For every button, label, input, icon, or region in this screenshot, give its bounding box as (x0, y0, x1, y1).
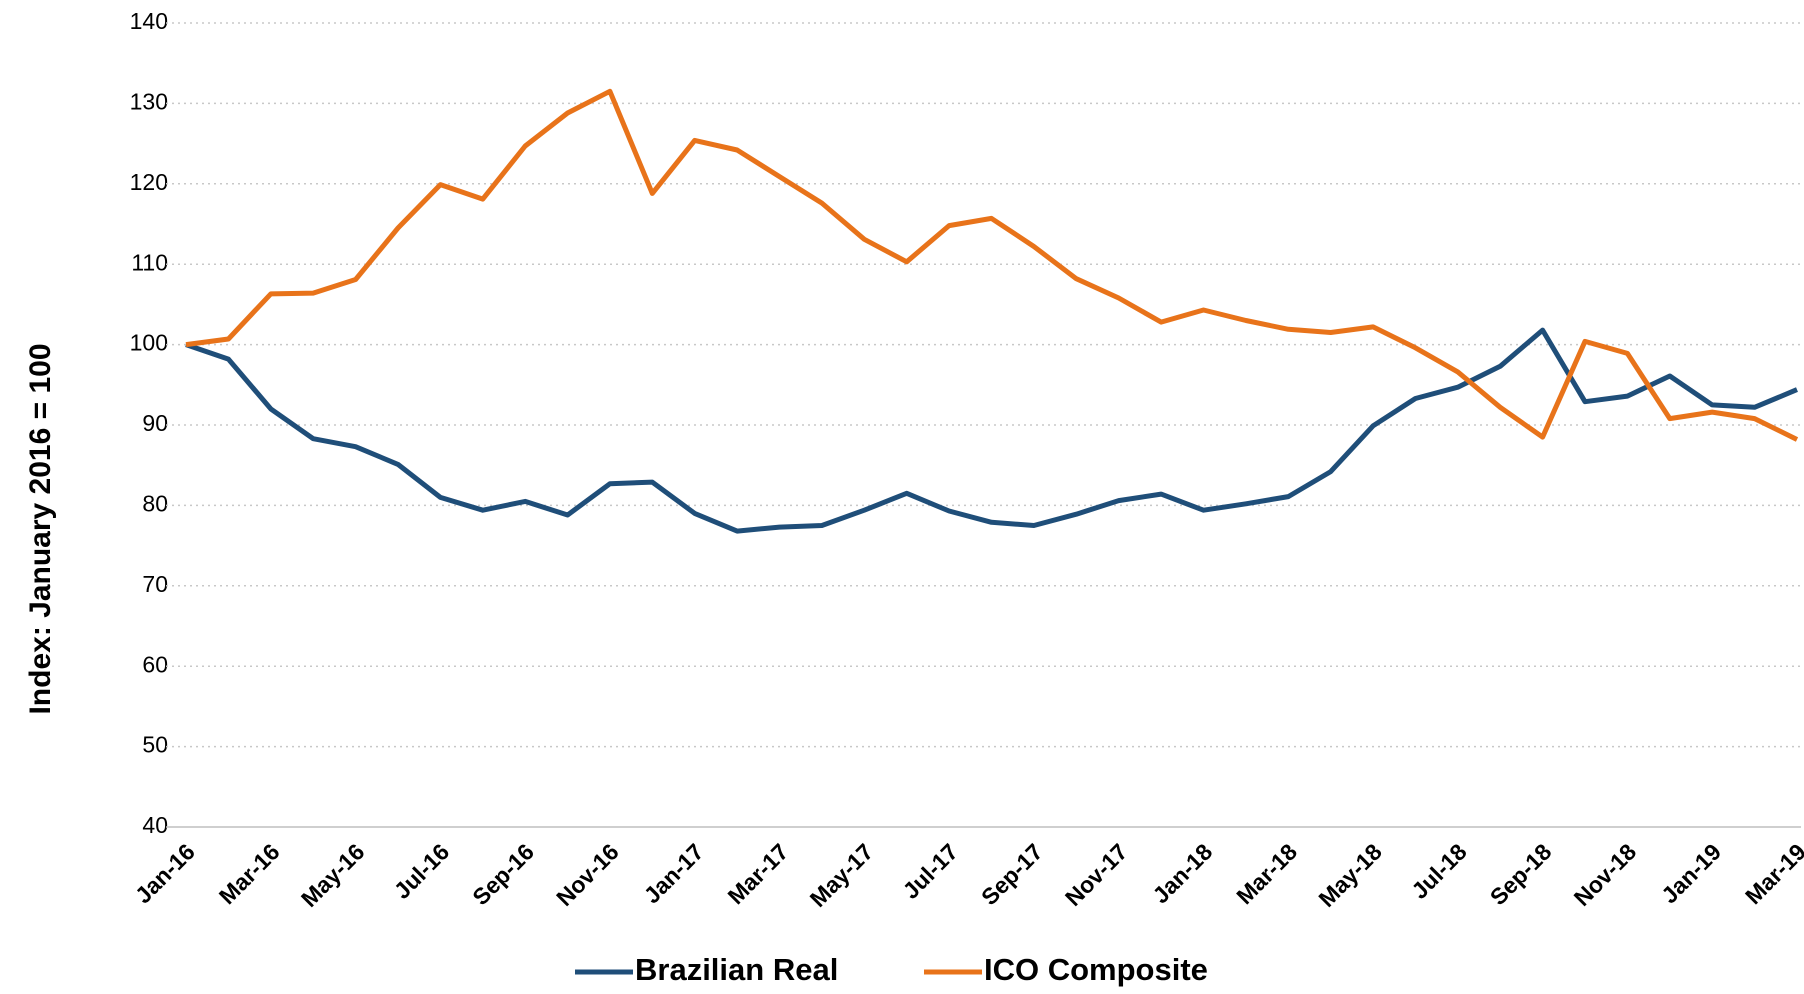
x-tick-label: Jan-17 (639, 838, 709, 908)
line-series (185, 88, 1799, 442)
y-tick-label: 50 (142, 732, 168, 758)
y-tick-label: 80 (142, 490, 168, 516)
legend-label: ICO Composite (984, 952, 1208, 987)
y-tick-label: 100 (130, 330, 168, 356)
x-tick-label: May-18 (1313, 838, 1387, 912)
y-tick-label: 110 (131, 249, 168, 275)
line-series (185, 327, 1798, 534)
x-tick-label: Nov-18 (1569, 838, 1642, 911)
x-tick-label: Jan-19 (1656, 838, 1726, 908)
y-tick-label: 140 (130, 8, 168, 34)
y-tick-label: 40 (142, 812, 168, 838)
x-tick-label: May-17 (805, 838, 879, 912)
x-tick-label: Jul-17 (898, 838, 963, 903)
y-tick-label: 130 (130, 88, 168, 114)
x-tick-label: Mar-17 (723, 838, 794, 909)
y-tick-label: 120 (130, 169, 168, 195)
x-tick-label: May-16 (296, 838, 370, 912)
x-tick-label: Jul-18 (1406, 838, 1472, 904)
y-tick-label: 90 (142, 410, 168, 436)
x-tick-label: Mar-16 (214, 838, 285, 909)
x-tick-label: Nov-16 (551, 838, 624, 911)
y-axis-label: Index: January 2016 = 100 (24, 343, 57, 714)
x-tick-label: Sep-16 (467, 838, 539, 910)
y-tick-label: 60 (142, 651, 168, 677)
x-tick-label: Jul-16 (389, 838, 454, 903)
x-tick-label: Sep-17 (976, 838, 1048, 910)
x-tick-label: Mar-18 (1231, 838, 1302, 909)
legend-label: Brazilian Real (635, 952, 838, 987)
y-tick-label: 70 (142, 571, 168, 597)
x-tick-label: Nov-17 (1060, 838, 1133, 911)
x-tick-label: Sep-18 (1485, 838, 1557, 910)
x-tick-label: Jan-18 (1147, 838, 1217, 908)
x-tick-label: Mar-19 (1740, 838, 1804, 909)
x-tick-label: Jan-16 (130, 838, 200, 908)
